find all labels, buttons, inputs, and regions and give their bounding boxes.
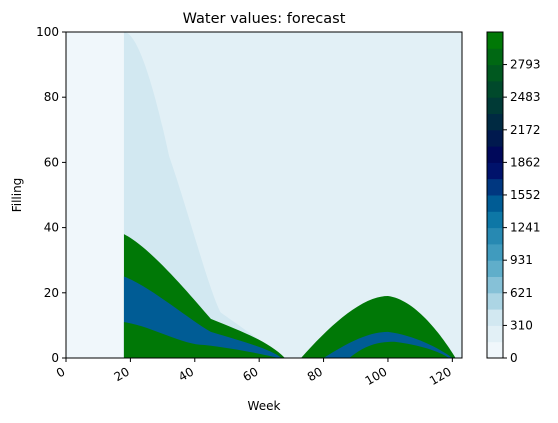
colorbar-segment [487,178,503,196]
colorbar-segment [487,113,503,131]
colorbar-segment [487,80,503,98]
colorbar-segment [487,195,503,212]
x-tick-label: 60 [240,364,260,384]
colorbar-segment [487,341,503,359]
y-tick-label: 80 [44,90,59,104]
colorbar-segment [487,325,503,343]
y-tick-label: 40 [44,221,59,235]
colorbar-segment [487,211,503,229]
colorbar-segment [487,146,503,163]
colorbar-segment [487,48,503,66]
y-axis: 0 20 40 60 80 100 [36,25,66,365]
colorbar-tick-label: 310 [510,318,533,332]
y-tick-label: 60 [44,155,59,169]
colorbar: 0 310 621 931 1241 1552 1862 2172 2483 2793 [486,31,541,365]
colorbar-segment [487,309,503,326]
x-tick-label: 0 [54,364,68,380]
x-tick-label: 40 [176,364,196,384]
x-tick-label: 80 [305,364,325,384]
x-tick-label: 100 [363,364,390,388]
colorbar-segment [487,32,503,49]
plot-frame [65,31,463,359]
contour-region-plateau [123,32,462,358]
colorbar-tick-label: 0 [510,351,518,365]
x-tick-label: 20 [112,364,132,384]
colorbar-tick-label: 1552 [510,188,541,202]
colorbar-tick-label: 1862 [510,155,541,169]
y-tick-label: 20 [44,286,59,300]
x-axis-label: Week [248,399,281,413]
colorbar-segment [487,97,503,114]
x-tick-label: 120 [427,364,454,388]
colorbar-tick-label: 2793 [510,58,541,72]
x-axis: 0 20 40 60 80 100 120 [54,358,454,388]
colorbar-segment [487,227,503,245]
colorbar-segment [487,162,503,180]
colorbar-segment [487,276,503,294]
colorbar-tick-label: 2172 [510,123,541,137]
colorbar-tick-label: 931 [510,253,533,267]
colorbar-segment [487,129,503,147]
colorbar-tick-label: 1241 [510,221,541,235]
colorbar-segment [487,260,503,277]
colorbar-segment [487,64,503,82]
contour-region-initial-weeks [66,32,124,358]
chart-title: Water values: forecast [183,11,346,27]
colorbar-segment [487,292,503,310]
contour-region-band-1-core [123,322,279,358]
colorbar-tick-label: 621 [510,286,533,300]
contour-region-band-2-core [349,341,450,358]
colorbar-tick-label: 2483 [510,90,541,104]
y-tick-label: 100 [36,25,59,39]
y-tick-label: 0 [51,351,59,365]
contour-plot-area [65,31,463,359]
colorbar-segment [487,243,503,261]
y-axis-label: Filling [10,178,24,213]
